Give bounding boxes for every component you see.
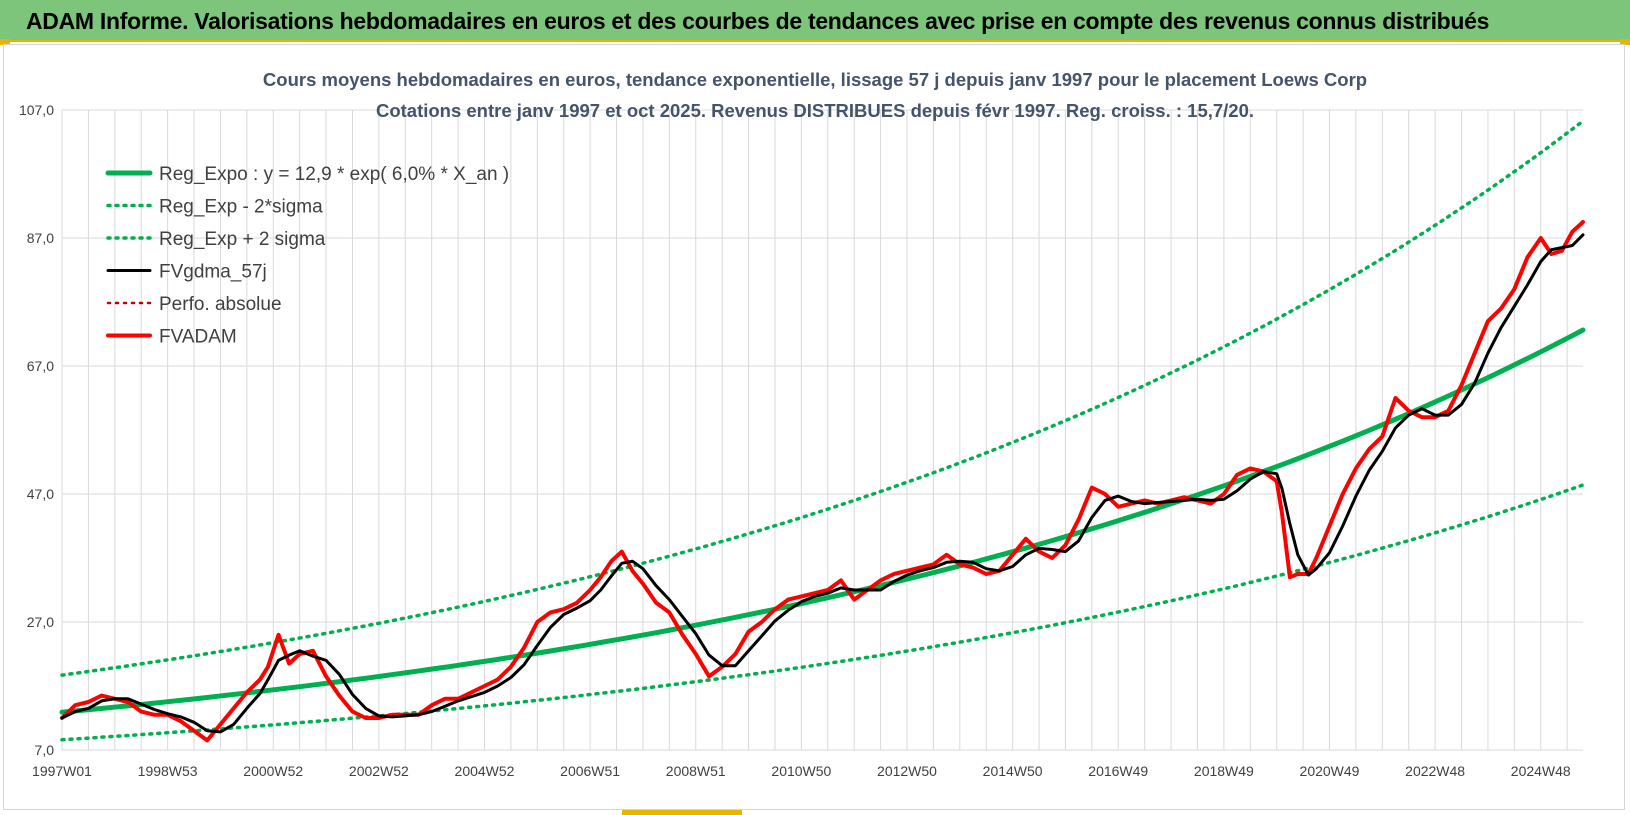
y-tick-label: 67,0 <box>27 358 54 374</box>
x-tick-label: 1997W01 <box>32 763 92 779</box>
chart-subtitle: Cotations entre janv 1997 et oct 2025. R… <box>376 100 1254 121</box>
chart-frame <box>3 44 1625 810</box>
banner-title: ADAM Informe. Valorisations hebdomadaire… <box>26 8 1490 34</box>
y-tick-label: 7,0 <box>35 742 55 758</box>
bottom-accent <box>622 809 742 815</box>
legend: Reg_Expo : y = 12,9 * exp( 6,0% * X_an )… <box>105 164 509 348</box>
y-axis-ticks: 7,0 27,0 47,0 67,0 87,0 107,0 <box>19 102 54 758</box>
legend-label: FVADAM <box>159 327 237 348</box>
legend-label: FVgdma_57j <box>159 262 267 283</box>
series-line <box>60 220 1585 743</box>
corner-accent-right <box>1620 39 1630 45</box>
x-axis-ticks: 1997W01 1998W53 2000W52 2002W52 2004W52 2006W… <box>32 763 1571 779</box>
x-tick-label: 1998W53 <box>138 763 198 779</box>
legend-label: Reg_Expo : y = 12,9 * exp( 6,0% * X_an ) <box>159 164 509 185</box>
x-tick-label: 2020W49 <box>1300 763 1360 779</box>
x-tick-label: 2008W51 <box>666 763 726 779</box>
y-tick-label: 47,0 <box>27 486 54 502</box>
x-tick-label: 2018W49 <box>1194 763 1254 779</box>
series-line <box>60 483 1585 742</box>
legend-label: Perfo. absolue <box>159 294 282 315</box>
x-tick-label: 2004W52 <box>455 763 515 779</box>
corner-accent-left <box>0 39 10 45</box>
series-line <box>60 233 1585 734</box>
legend-label: Reg_Exp - 2*sigma <box>159 197 323 218</box>
series-line <box>60 119 1585 677</box>
x-tick-label: 2006W51 <box>560 763 620 779</box>
x-tick-label: 2002W52 <box>349 763 409 779</box>
x-tick-label: 2016W49 <box>1088 763 1148 779</box>
x-tick-label: 2012W50 <box>877 763 937 779</box>
y-tick-label: 107,0 <box>19 102 54 118</box>
horizontal-grid <box>62 109 1583 751</box>
legend-label: Reg_Exp + 2 sigma <box>159 229 326 250</box>
vertical-grid <box>61 110 1568 750</box>
x-tick-label: 2022W48 <box>1405 763 1465 779</box>
series-layer <box>59 119 1586 743</box>
x-tick-label: 2014W50 <box>983 763 1043 779</box>
series-line <box>59 327 1586 715</box>
chart-title: Cours moyens hebdomadaires en euros, ten… <box>263 69 1367 90</box>
y-tick-label: 27,0 <box>27 614 54 630</box>
x-tick-label: 2024W48 <box>1511 763 1571 779</box>
x-tick-label: 2000W52 <box>243 763 303 779</box>
title-banner: ADAM Informe. Valorisations hebdomadaire… <box>0 0 1630 42</box>
y-tick-label: 87,0 <box>27 230 54 246</box>
x-tick-label: 2010W50 <box>771 763 831 779</box>
